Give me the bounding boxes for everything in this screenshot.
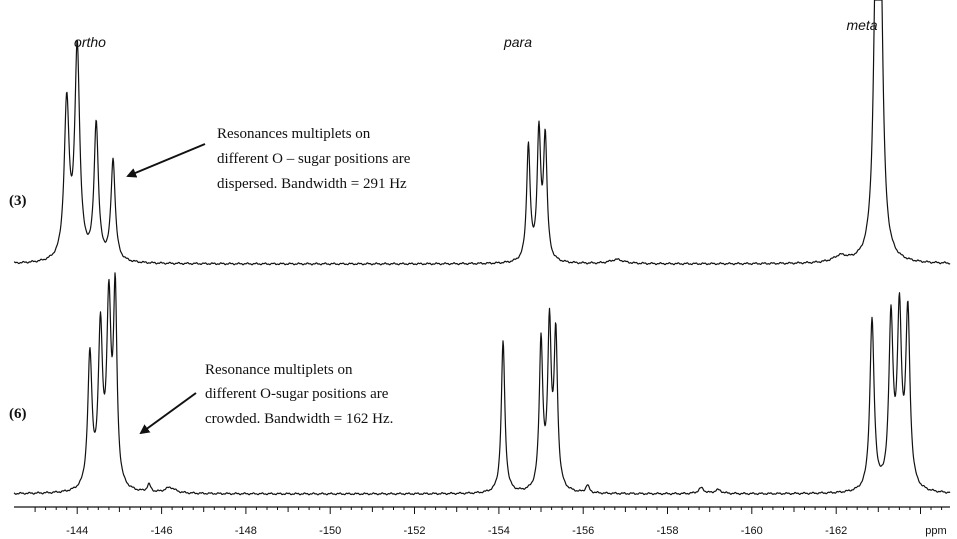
- x-axis-tick-label: -156: [572, 525, 594, 537]
- annotation-3-line-3: dispersed. Bandwidth = 291 Hz: [217, 176, 407, 192]
- x-axis-tick-label: -144: [66, 525, 88, 537]
- x-axis-unit-label: ppm: [925, 525, 946, 537]
- series-label-3: (3): [9, 193, 27, 209]
- region-label-para: para: [503, 34, 532, 50]
- x-axis-tick-label: -160: [741, 525, 763, 537]
- annotation-6: Resonance multiplets on different O-suga…: [139, 362, 393, 435]
- annotation-6-line-1: Resonance multiplets on: [205, 362, 353, 378]
- x-axis-tick-label: -158: [656, 525, 678, 537]
- annotation-6-arrow: [139, 392, 197, 435]
- annotation-3-line-1: Resonances multiplets on: [217, 126, 371, 142]
- annotation-3-arrow: [126, 143, 206, 178]
- x-axis-tick-label: -148: [235, 525, 257, 537]
- x-axis-tick-label: -162: [825, 525, 847, 537]
- spectrum-trace-6: [13, 272, 951, 496]
- annotation-3: Resonances multiplets on different O – s…: [126, 126, 411, 192]
- series-label-6: (6): [9, 406, 27, 422]
- region-label-ortho: ortho: [74, 34, 106, 50]
- x-axis-tick-label: -154: [488, 525, 510, 537]
- spectrum-trace-3: [13, 0, 951, 266]
- x-axis-tick-label: -150: [319, 525, 341, 537]
- annotation-6-line-2: different O-sugar positions are: [205, 386, 389, 402]
- x-axis-tick-label: -146: [151, 525, 173, 537]
- annotation-3-line-2: different O – sugar positions are: [217, 151, 411, 167]
- x-axis-ticks: -144 -146 -148 -150 -152 -154 -156 -158 -160 -162: [34, 507, 943, 537]
- x-axis-tick-label: -152: [403, 525, 425, 537]
- region-label-meta: meta: [846, 17, 877, 33]
- annotation-6-line-3: crowded. Bandwidth = 162 Hz.: [205, 411, 393, 427]
